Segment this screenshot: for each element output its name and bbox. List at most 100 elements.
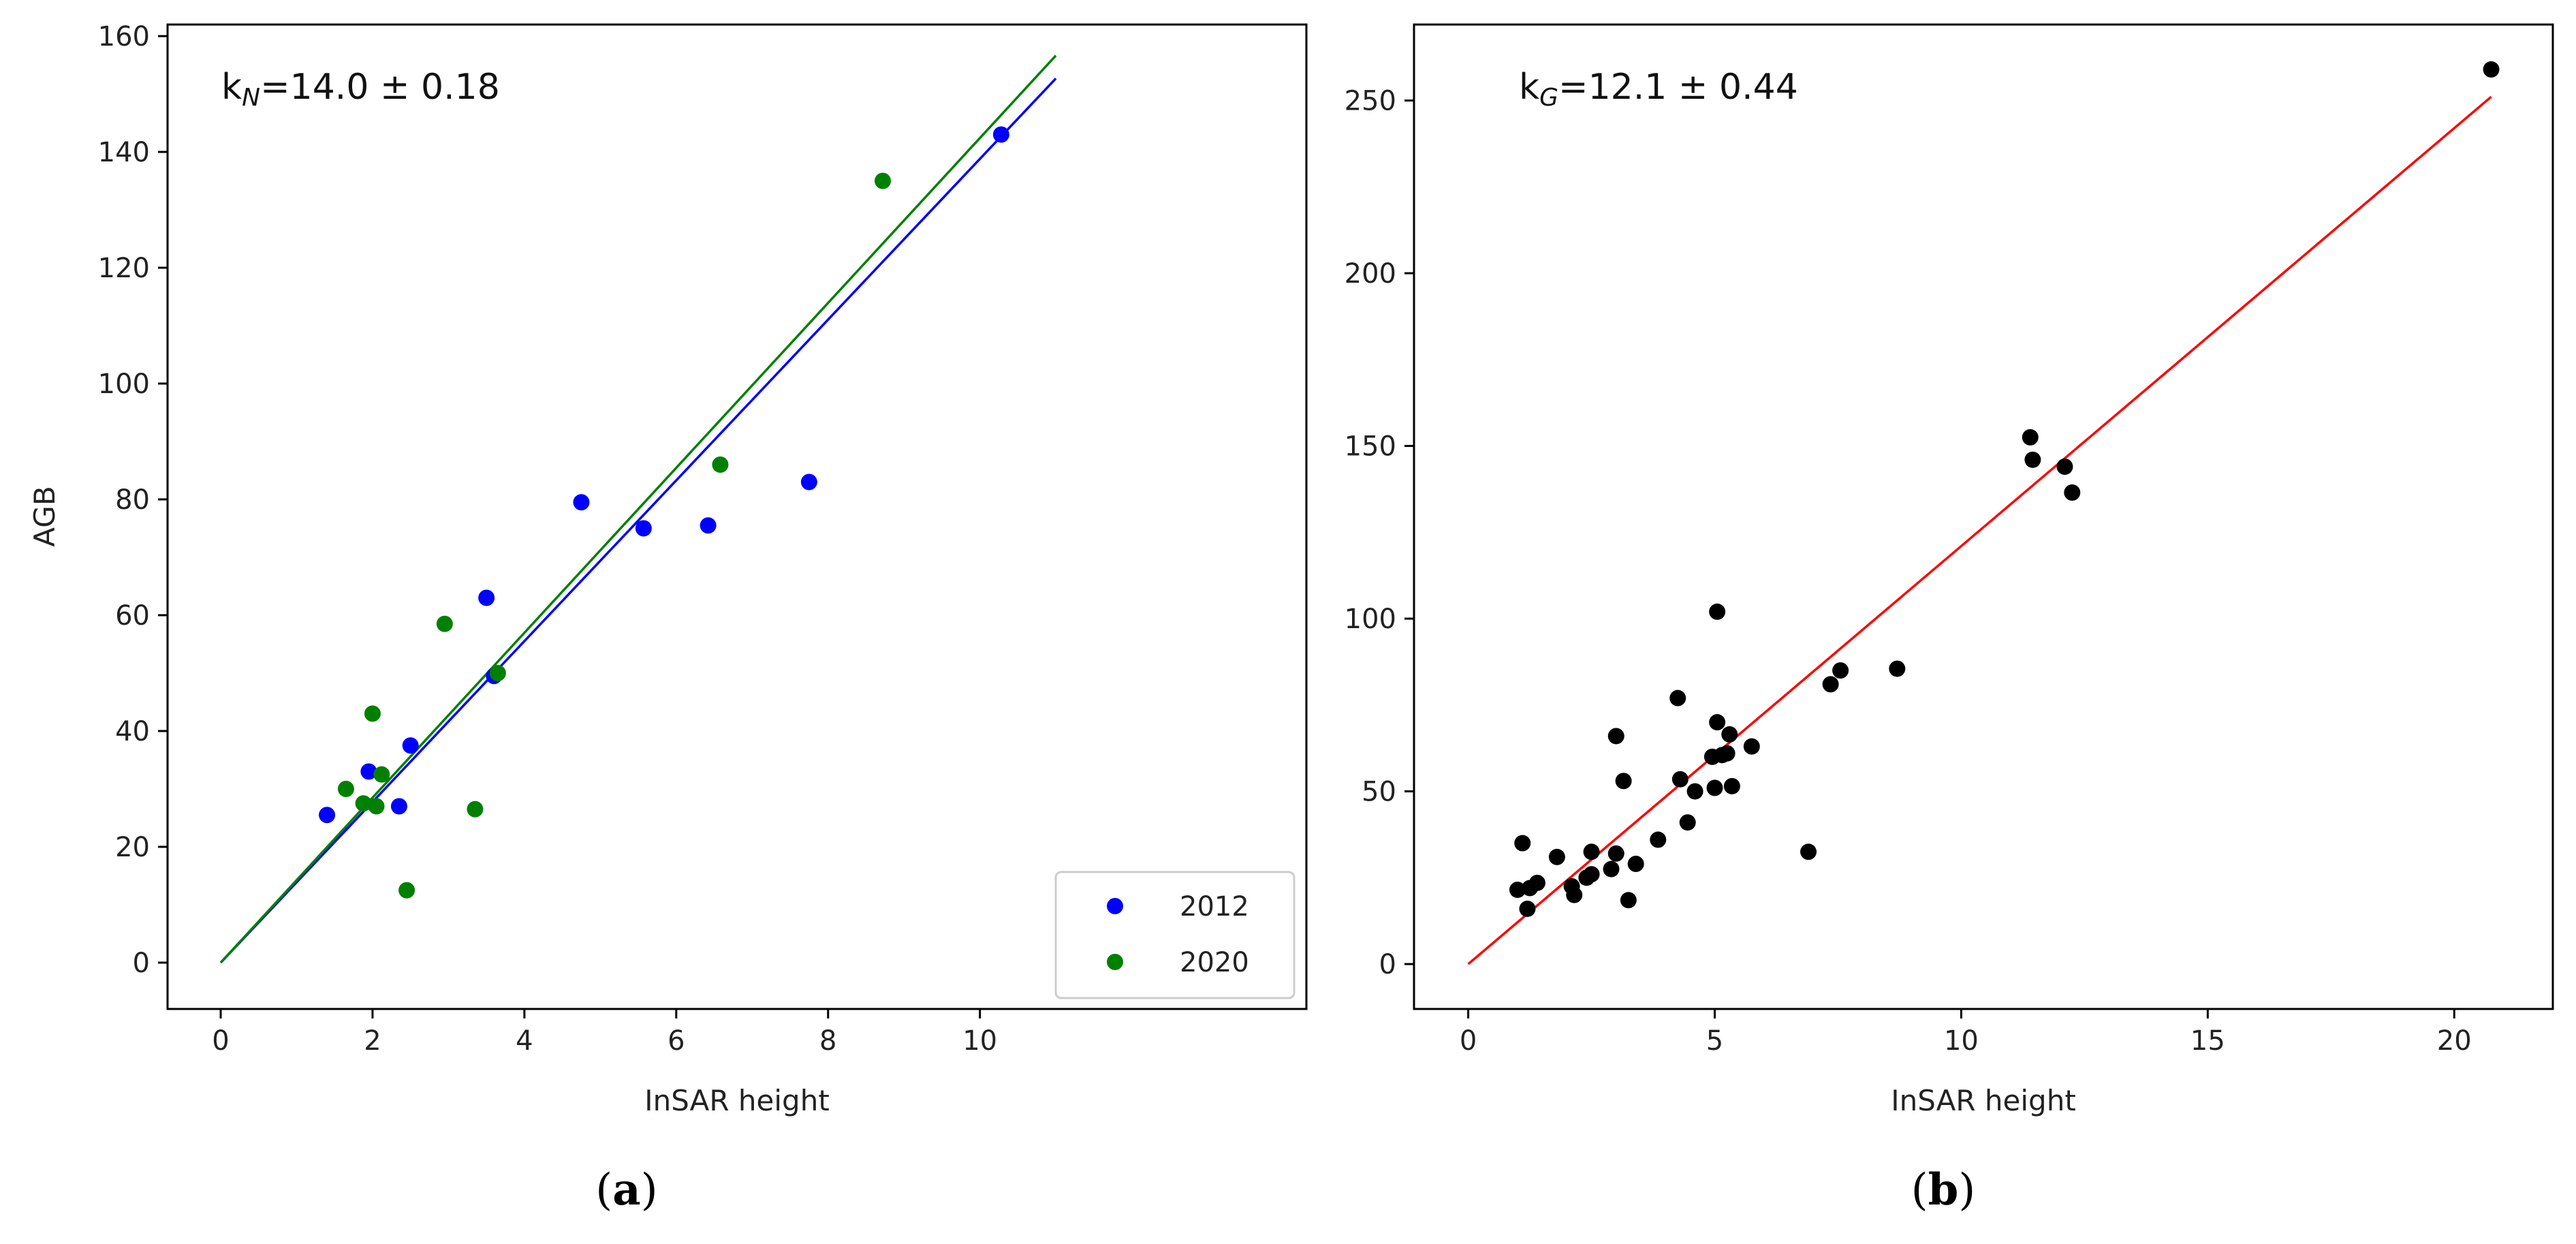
panel-b-data-point [1832, 662, 1849, 679]
panel-b-xtick-label: 20 [2437, 1025, 2472, 1057]
panel-b-ytick-label: 200 [1345, 258, 1396, 290]
panel-a-xtick-label: 10 [962, 1025, 997, 1057]
panel-a-data-point-2020 [368, 798, 385, 815]
panel-a-data-point-2012 [700, 517, 717, 534]
panel-b-data-point [1548, 848, 1565, 865]
legend-marker-2012 [1107, 898, 1123, 914]
panel-b-data-point [1822, 676, 1839, 693]
panel-a-data-point-2020 [355, 795, 372, 812]
panel-b-annotation: kG=12.1 ± 0.44 [1519, 67, 1798, 112]
panel-a-data-point-2020 [467, 800, 484, 818]
panel-a-data-point-2012 [360, 763, 377, 780]
panel-a-plot-frame [166, 23, 1308, 1010]
panel-a-data-point-2012 [319, 807, 336, 824]
panel-b-xtick-label: 5 [1706, 1025, 1723, 1057]
panel-a-ytick-label: 100 [98, 369, 150, 400]
panel-a-ytick-label: 80 [115, 484, 150, 516]
panel-b-data-point [1519, 900, 1536, 917]
panel-b-xlabel: InSAR height [1891, 1084, 2076, 1117]
panel-b-data-point [1607, 845, 1624, 862]
panel-b-data-point [1723, 777, 1740, 794]
panel-a-data-point-2020 [712, 456, 729, 473]
panel-a-data-point-2020 [398, 882, 415, 899]
panel-b-data-point [1583, 843, 1600, 860]
panel-a-data-point-2020 [436, 615, 453, 632]
panel-b-data-point [2056, 458, 2073, 475]
panel-a-data-point-2012 [573, 494, 590, 511]
panel-a-data-point-2020 [373, 766, 390, 783]
panel-a-ytick-label: 20 [115, 832, 150, 863]
panel-b-data-point [1566, 886, 1583, 903]
panel-a-xlabel: InSAR height [644, 1084, 830, 1117]
panel-a-fit-line-2012 [219, 78, 1057, 964]
panel-b-data-point [1509, 882, 1526, 899]
panel-b-data-point [2483, 61, 2500, 78]
panel-b-data-point [1528, 874, 1545, 891]
panel-b-points [1509, 61, 2500, 917]
panel-b-data-point [1627, 856, 1644, 873]
panel-b-fit-line-all [1467, 95, 2492, 965]
panel-a-data-point-2012 [800, 473, 817, 491]
panel-a-legend: 2012 2020 [1054, 871, 1295, 999]
panel-b-data-point [1743, 738, 1760, 755]
panel-a-data-point-2012 [402, 737, 419, 754]
panel-b-data-point [1671, 771, 1688, 788]
panel-a-data-point-2012 [635, 520, 652, 537]
panel-a-data-point-2012 [478, 589, 495, 606]
panel-b-data-point [1514, 835, 1531, 852]
panel-a-data-point-2020 [337, 781, 354, 797]
legend-label-2012: 2012 [1180, 891, 1249, 922]
panel-a-ytick-label: 160 [98, 21, 150, 52]
panel-a-ytick-label: 140 [98, 137, 150, 168]
panel-a-data-point-2020 [875, 172, 892, 189]
panel-a-xtick-label: 6 [667, 1025, 685, 1057]
panel-a-xtick-label: 2 [364, 1025, 381, 1057]
panel-a-data-point-2012 [390, 798, 407, 815]
panel-b-data-point [1800, 843, 1817, 860]
panel-b-caption: (b) [1911, 1164, 1976, 1215]
panel-a-data-point-2020 [364, 705, 381, 722]
panel-b-data-point [1620, 892, 1637, 909]
panel-b-data-point [1603, 860, 1620, 877]
panel-b-data-point [1679, 814, 1696, 831]
panel-b-data-point [1650, 831, 1667, 848]
panel-b-data-point [1669, 689, 1686, 706]
panel-a-xtick-label: 0 [212, 1025, 229, 1057]
panel-b-xtick-label: 10 [1944, 1025, 1979, 1057]
panel-a-data-point-2012 [992, 126, 1009, 143]
panel-b-data-point [1583, 866, 1600, 883]
panel-a-ytick-label: 40 [115, 716, 150, 747]
panel-b-plot-frame [1413, 23, 2554, 1010]
panel-b-data-point [1686, 783, 1703, 800]
panel-b-data-point [1706, 779, 1723, 796]
panel-b-data-point [2024, 451, 2041, 468]
panel-b-xtick-label: 0 [1460, 1025, 1477, 1057]
panel-b-fit-line [1467, 95, 2492, 965]
panel-b-data-point [1607, 728, 1624, 745]
panel-a-xtick-label: 8 [819, 1025, 836, 1057]
panel-a-data-point-2020 [489, 665, 506, 681]
panel-b-data-point [1718, 745, 1735, 762]
panel-b-data-point [1709, 603, 1726, 620]
panel-b-ytick-label: 50 [1362, 777, 1396, 808]
panel-a-annotation: kN=14.0 ± 0.18 [221, 67, 500, 112]
legend-marker-2020 [1107, 954, 1123, 970]
panel-b-ytick-label: 100 [1345, 604, 1396, 635]
panel-b-data-point [2022, 429, 2039, 446]
panel-b-data-point [1615, 773, 1632, 790]
panel-a-points [319, 126, 1009, 899]
panel-a-ylabel: AGB [28, 486, 61, 546]
panel-a-ytick-label: 120 [98, 253, 150, 284]
panel-b-xtick-label: 15 [2190, 1025, 2225, 1057]
panel-b-data-point [1709, 714, 1726, 731]
panel-a-xtick-label: 4 [516, 1025, 533, 1057]
panel-b-ytick-label: 0 [1379, 949, 1396, 980]
panel-b-ytick-label: 150 [1345, 431, 1396, 463]
panel-a-ytick-label: 0 [133, 948, 150, 979]
panel-a-fit-lines [219, 55, 1057, 964]
